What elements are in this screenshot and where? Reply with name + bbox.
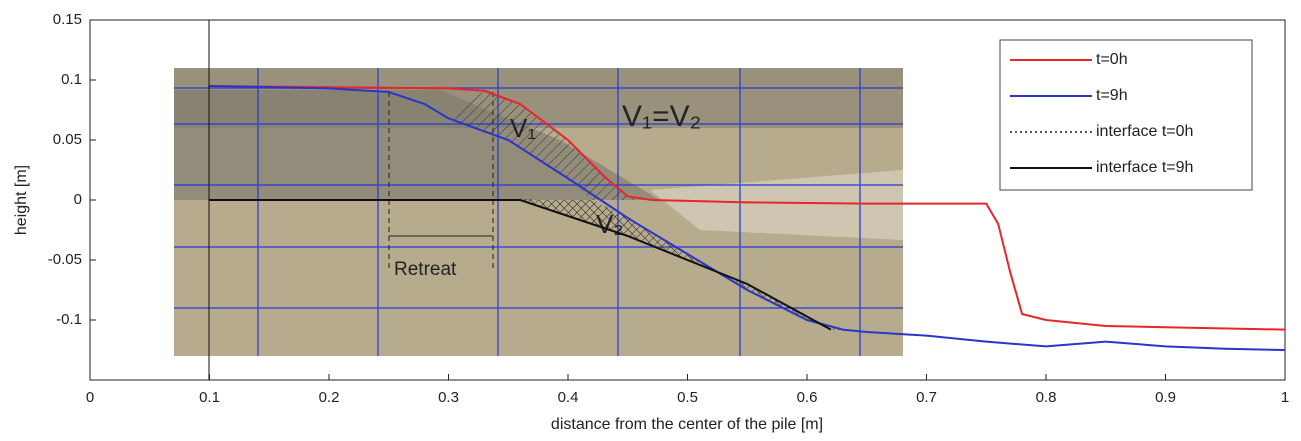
hatch-v1 <box>448 91 652 200</box>
photo <box>174 68 903 356</box>
x-tick-label: 1 <box>1281 389 1289 406</box>
x-tick-label: 0.7 <box>916 389 937 406</box>
legend-label: t=9h <box>1096 87 1128 104</box>
y-axis-title: height [m] <box>13 165 30 235</box>
x-tick-label: 0.1 <box>199 389 220 406</box>
y-tick-label: 0.1 <box>61 71 82 88</box>
series-line <box>209 85 1286 351</box>
x-tick-label: 0.4 <box>558 389 579 406</box>
legend-label: t=0h <box>1096 51 1128 68</box>
x-tick-label: 0.9 <box>1155 389 1176 406</box>
legend <box>999 39 1253 191</box>
annotation: Retreat <box>394 259 457 280</box>
x-tick-label: 0.3 <box>438 389 459 406</box>
x-tick-label: 0.6 <box>797 389 818 406</box>
x-tick-label: 0 <box>86 389 94 406</box>
x-tick-label: 0.5 <box>677 389 698 406</box>
x-axis-title: distance from the center of the pile [m] <box>551 416 823 433</box>
x-tick-label: 0.2 <box>319 389 340 406</box>
y-tick-label: -0.1 <box>56 311 82 328</box>
series-line <box>209 85 1286 331</box>
annotation: V₁=V₂ <box>622 100 701 133</box>
y-tick-label: 0 <box>74 191 82 208</box>
y-tick-label: 0.15 <box>53 11 82 28</box>
retreat-markers <box>388 92 494 272</box>
x-tick-label: 0.8 <box>1036 389 1057 406</box>
series-line <box>209 199 832 331</box>
annotation: V₁ <box>510 113 536 143</box>
legend-label: interface t=9h <box>1096 159 1193 176</box>
legend-label: interface t=0h <box>1096 123 1193 140</box>
y-tick-label: -0.05 <box>48 251 82 268</box>
y-tick-label: 0.05 <box>53 131 82 148</box>
